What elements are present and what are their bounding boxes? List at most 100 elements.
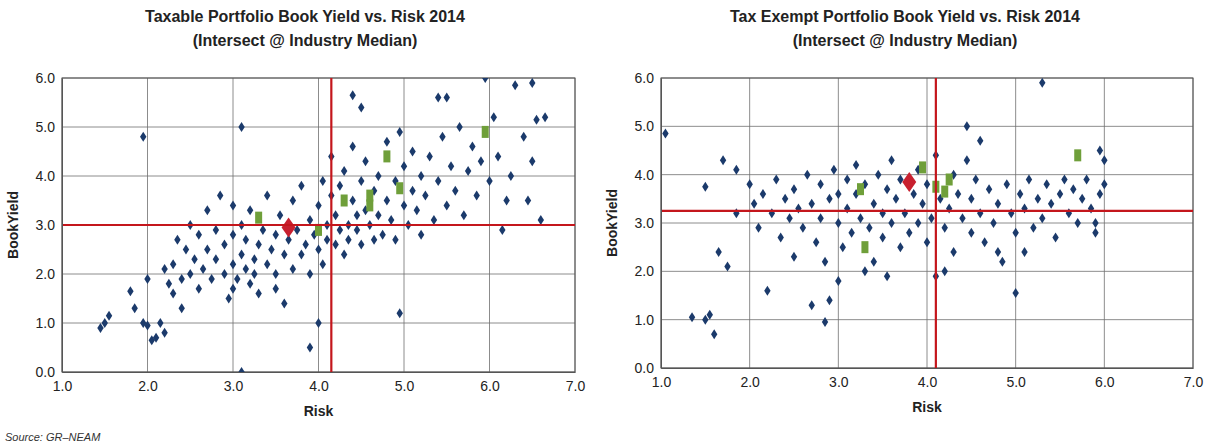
diamond-marker [298, 249, 304, 259]
diamond-marker [826, 295, 832, 305]
x-axis-line [63, 372, 576, 373]
median-line-x [935, 78, 937, 368]
diamond-marker [320, 176, 326, 186]
diamond-marker [835, 276, 841, 286]
diamond-marker [751, 199, 757, 209]
diamond-marker [538, 215, 544, 225]
diamond-marker [234, 274, 240, 284]
diamond-marker [431, 215, 437, 225]
diamond-marker [942, 266, 948, 276]
series [255, 126, 489, 236]
diamond-marker [915, 218, 921, 228]
diamond-marker [995, 247, 1001, 257]
diamond-marker [1101, 179, 1107, 189]
diamond-marker [486, 176, 492, 186]
diamond-marker [1039, 213, 1045, 223]
diamond-marker [102, 318, 108, 328]
diamond-marker [822, 317, 828, 327]
diamond-marker [1061, 175, 1067, 185]
diamond-marker [315, 200, 321, 210]
diamond-marker [435, 176, 441, 186]
y-tick: 0.0 [36, 364, 62, 380]
diamond-marker [397, 308, 403, 318]
diamond-marker [187, 269, 193, 279]
x-tick: 7.0 [1184, 368, 1204, 390]
diamond-marker [1012, 228, 1018, 238]
diamond-marker [179, 274, 185, 284]
diamond-marker [379, 230, 385, 240]
diamond-marker [290, 196, 296, 206]
y-tick-label: 0.0 [635, 360, 655, 376]
diamond-marker [264, 191, 270, 201]
y-tick-label: 6.0 [36, 70, 56, 86]
grid-line-y [661, 319, 1193, 320]
diamond-marker [1057, 189, 1063, 199]
diamond-marker [964, 121, 970, 131]
diamond-marker [786, 213, 792, 223]
diamond-marker [392, 235, 398, 245]
diamond-marker [1021, 247, 1027, 257]
y-tick-label: 2.0 [635, 263, 655, 279]
diamond-marker [213, 225, 219, 235]
x-tick: 2.0 [138, 372, 158, 394]
diamond-marker [337, 181, 343, 191]
series [902, 172, 916, 192]
diamond-marker [928, 213, 934, 223]
grid-line-y [661, 174, 1193, 175]
diamond-marker [968, 194, 974, 204]
x-tick: 5.0 [395, 372, 415, 394]
diamond-marker [448, 161, 454, 171]
diamond-marker [238, 122, 244, 132]
x-tick: 4.0 [918, 368, 938, 390]
diamond-marker [746, 179, 752, 189]
diamond-marker [888, 218, 894, 228]
grid [62, 78, 575, 372]
diamond-marker [324, 235, 330, 245]
diamond-marker [332, 240, 338, 250]
diamond-marker [662, 129, 668, 139]
diamond-marker [264, 259, 270, 269]
diamond-marker [848, 228, 854, 238]
diamond-marker [273, 269, 279, 279]
diamond-marker [170, 289, 176, 299]
diamond-marker [826, 194, 832, 204]
diamond-marker [911, 189, 917, 199]
square-marker [857, 183, 864, 195]
x-tick: 3.0 [224, 372, 244, 394]
diamond-marker [144, 320, 150, 330]
diamond-marker [251, 269, 257, 279]
grid-line-y [661, 223, 1193, 224]
square-marker [383, 150, 390, 162]
y-tick-label: 6.0 [635, 70, 655, 86]
diamond-marker [959, 213, 965, 223]
y-tick-label: 3.0 [635, 215, 655, 231]
x-axis-title: Risk [304, 403, 334, 419]
diamond-marker [226, 294, 232, 304]
diamond-marker [822, 257, 828, 267]
diamond-marker [307, 215, 313, 225]
diamond-marker [866, 223, 872, 233]
diamond-marker [782, 194, 788, 204]
diamond-marker [435, 93, 441, 103]
diamond-marker [277, 210, 283, 220]
diamond-marker [875, 170, 881, 180]
diamond-marker [1092, 218, 1098, 228]
diamond-marker [444, 93, 450, 103]
diamond-marker [213, 254, 219, 264]
y-tick: 2.0 [635, 263, 661, 279]
median-line-y [661, 210, 1193, 212]
diamond-marker [1035, 194, 1041, 204]
diamond-marker [144, 274, 150, 284]
x-tick: 5.0 [1006, 368, 1026, 390]
x-tick: 2.0 [740, 368, 760, 390]
diamond-marker [469, 142, 475, 152]
chart-subtitle: (Intersect @ Industry Median) [193, 32, 418, 49]
diamond-marker [897, 242, 903, 252]
diamond-marker [835, 189, 841, 199]
y-tick-label: 5.0 [36, 119, 56, 135]
chart-subtitle: (Intersect @ Industry Median) [793, 32, 1018, 49]
chart: 1.02.03.04.05.06.07.00.01.02.03.04.05.06… [604, 8, 1203, 415]
diamond-marker [332, 210, 338, 220]
x-axis-title: Risk [912, 399, 942, 415]
y-tick: 3.0 [635, 215, 661, 231]
